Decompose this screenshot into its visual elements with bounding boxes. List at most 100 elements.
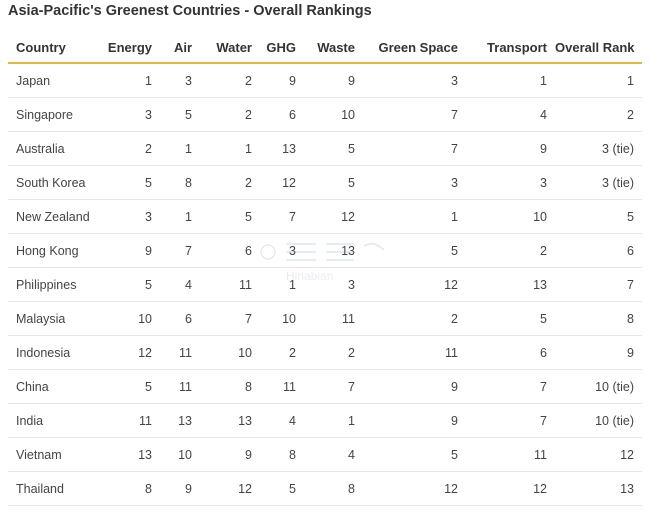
cell-country: South Korea <box>8 165 103 200</box>
cell-waste: 4 <box>304 437 363 472</box>
table-row: Philippines 5 4 11 1 3 12 13 7 <box>8 267 642 302</box>
cell-country: Australia <box>8 131 103 166</box>
table-row: Japan 1 3 2 9 9 3 1 1 <box>8 62 642 98</box>
cell-overall-rank: 10 (tie) <box>555 403 642 438</box>
cell-ghg: 6 <box>256 97 304 132</box>
cell-green-space: 12 <box>363 471 464 506</box>
cell-water: 2 <box>198 165 256 200</box>
cell-green-space: 3 <box>363 165 464 200</box>
cell-transport: 13 <box>464 267 555 302</box>
cell-ghg: 7 <box>256 199 304 234</box>
cell-water: 10 <box>198 335 256 370</box>
cell-ghg: 13 <box>256 131 304 166</box>
cell-transport: 9 <box>464 131 555 166</box>
cell-country: Vietnam <box>8 437 103 472</box>
cell-transport: 11 <box>464 437 555 472</box>
column-header-water: Water <box>198 32 256 64</box>
cell-country: Indonesia <box>8 335 103 370</box>
cell-ghg: 4 <box>256 403 304 438</box>
table-row: South Korea 5 8 2 12 5 3 3 3 (tie) <box>8 165 642 200</box>
cell-energy: 9 <box>103 233 160 268</box>
cell-green-space: 9 <box>363 369 464 404</box>
cell-energy: 1 <box>103 62 160 98</box>
cell-air: 3 <box>160 62 198 98</box>
cell-country: Philippines <box>8 267 103 302</box>
cell-waste: 12 <box>304 199 363 234</box>
cell-air: 6 <box>160 301 198 336</box>
cell-transport: 7 <box>464 403 555 438</box>
cell-overall-rank: 3 (tie) <box>555 131 642 166</box>
cell-country: Singapore <box>8 97 103 132</box>
cell-energy: 2 <box>103 131 160 166</box>
column-header-transport: Transport <box>464 32 555 64</box>
cell-overall-rank: 1 <box>555 62 642 98</box>
cell-waste: 8 <box>304 471 363 506</box>
cell-water: 1 <box>198 131 256 166</box>
cell-green-space: 5 <box>363 437 464 472</box>
cell-country: Thailand <box>8 471 103 506</box>
cell-ghg: 2 <box>256 335 304 370</box>
cell-energy: 13 <box>103 437 160 472</box>
column-header-ghg: GHG <box>256 32 304 64</box>
table-row: Australia 2 1 1 13 5 7 9 3 (tie) <box>8 131 642 166</box>
cell-energy: 5 <box>103 267 160 302</box>
cell-green-space: 7 <box>363 131 464 166</box>
cell-ghg: 12 <box>256 165 304 200</box>
cell-air: 11 <box>160 335 198 370</box>
cell-waste: 9 <box>304 62 363 98</box>
cell-overall-rank: 7 <box>555 267 642 302</box>
cell-transport: 4 <box>464 97 555 132</box>
cell-green-space: 11 <box>363 335 464 370</box>
cell-energy: 10 <box>103 301 160 336</box>
cell-transport: 5 <box>464 301 555 336</box>
cell-overall-rank: 13 <box>555 471 642 506</box>
cell-energy: 3 <box>103 199 160 234</box>
cell-energy: 5 <box>103 165 160 200</box>
cell-water: 12 <box>198 471 256 506</box>
cell-water: 8 <box>198 369 256 404</box>
cell-green-space: 5 <box>363 233 464 268</box>
cell-overall-rank: 6 <box>555 233 642 268</box>
cell-water: 7 <box>198 301 256 336</box>
cell-overall-rank: 5 <box>555 199 642 234</box>
column-header-air: Air <box>160 32 198 64</box>
table-row: New Zealand 3 1 5 7 12 1 10 5 <box>8 199 642 234</box>
cell-waste: 3 <box>304 267 363 302</box>
cell-transport: 10 <box>464 199 555 234</box>
table-row: Singapore 3 5 2 6 10 7 4 2 <box>8 97 642 132</box>
cell-air: 8 <box>160 165 198 200</box>
cell-air: 1 <box>160 199 198 234</box>
table-row: Indonesia 12 11 10 2 2 11 6 9 <box>8 335 642 370</box>
cell-transport: 2 <box>464 233 555 268</box>
cell-green-space: 7 <box>363 97 464 132</box>
rankings-table: Country Energy Air Water GHG Waste Green… <box>8 32 642 506</box>
table-row: Malaysia 10 6 7 10 11 2 5 8 <box>8 301 642 336</box>
cell-waste: 1 <box>304 403 363 438</box>
column-header-overall-rank: Overall Rank <box>555 32 642 64</box>
cell-transport: 1 <box>464 62 555 98</box>
cell-ghg: 11 <box>256 369 304 404</box>
cell-overall-rank: 12 <box>555 437 642 472</box>
cell-overall-rank: 8 <box>555 301 642 336</box>
cell-green-space: 12 <box>363 267 464 302</box>
cell-air: 1 <box>160 131 198 166</box>
cell-energy: 12 <box>103 335 160 370</box>
cell-waste: 11 <box>304 301 363 336</box>
column-header-waste: Waste <box>304 32 363 64</box>
cell-overall-rank: 3 (tie) <box>555 165 642 200</box>
cell-ghg: 9 <box>256 62 304 98</box>
cell-water: 9 <box>198 437 256 472</box>
cell-air: 13 <box>160 403 198 438</box>
cell-energy: 3 <box>103 97 160 132</box>
table-title: Asia-Pacific's Greenest Countries - Over… <box>8 3 372 19</box>
cell-country: India <box>8 403 103 438</box>
cell-air: 7 <box>160 233 198 268</box>
cell-water: 2 <box>198 62 256 98</box>
table-row: Hong Kong 9 7 6 3 13 5 2 6 <box>8 233 642 268</box>
cell-water: 5 <box>198 199 256 234</box>
cell-transport: 7 <box>464 369 555 404</box>
table-row: India 11 13 13 4 1 9 7 10 (tie) <box>8 403 642 438</box>
cell-overall-rank: 2 <box>555 97 642 132</box>
cell-water: 6 <box>198 233 256 268</box>
cell-waste: 5 <box>304 131 363 166</box>
